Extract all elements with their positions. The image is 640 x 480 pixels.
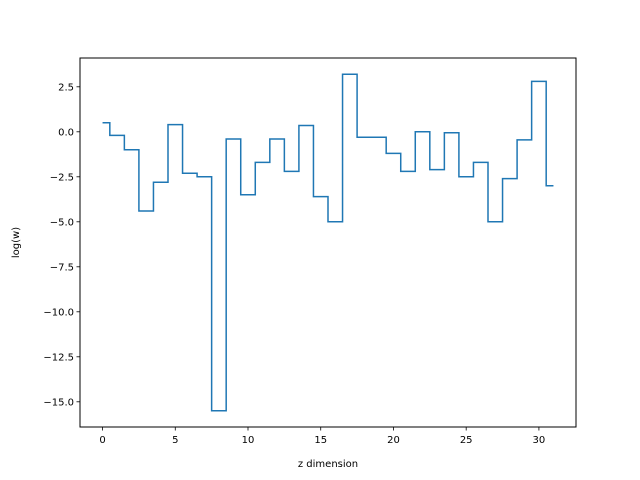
y-tick-label: −7.5 <box>50 262 74 273</box>
y-tick-label: 0.0 <box>58 127 74 138</box>
plot-area <box>102 73 554 412</box>
y-tick-label: 2.5 <box>58 82 74 93</box>
series-step-line <box>102 73 554 412</box>
x-tick-label: 30 <box>533 435 546 446</box>
y-tick-label: −15.0 <box>43 397 74 408</box>
y-tick-label: −2.5 <box>50 172 74 183</box>
x-tick-label: 5 <box>172 435 178 446</box>
x-tick-label: 10 <box>242 435 255 446</box>
y-tick-label: −5.0 <box>50 217 74 228</box>
x-tick-label: 15 <box>314 435 327 446</box>
y-axis-label: log(w) <box>11 227 22 258</box>
y-tick-label: −12.5 <box>43 352 74 363</box>
x-tick-label: 0 <box>99 435 105 446</box>
x-tick-label: 25 <box>460 435 473 446</box>
y-axis: 2.5 0.0 −2.5 −5.0 −7.5 −10.0 −12.5 −15.0 <box>43 82 80 408</box>
x-axis-label: z dimension <box>298 459 358 470</box>
y-tick-label: −10.0 <box>43 307 74 318</box>
axes-frame <box>79 57 577 428</box>
x-axis: 0 5 10 15 20 25 30 <box>99 427 545 446</box>
x-tick-label: 20 <box>387 435 400 446</box>
